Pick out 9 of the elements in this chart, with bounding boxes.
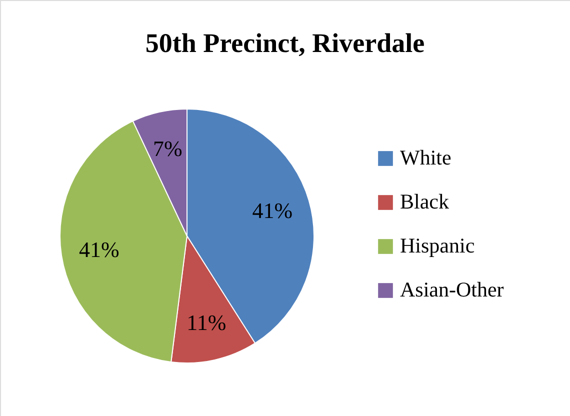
legend-label: Hispanic [400,234,475,258]
legend-label: Asian-Other [400,278,504,302]
chart-title: 50th Precinct, Riverdale [145,28,425,58]
data-label: 7% [152,136,182,162]
data-label: 41% [79,236,120,262]
legend-label: Black [400,190,450,214]
data-label: 11% [186,310,226,335]
data-label: 41% [252,198,293,224]
legend-label: White [400,146,452,170]
